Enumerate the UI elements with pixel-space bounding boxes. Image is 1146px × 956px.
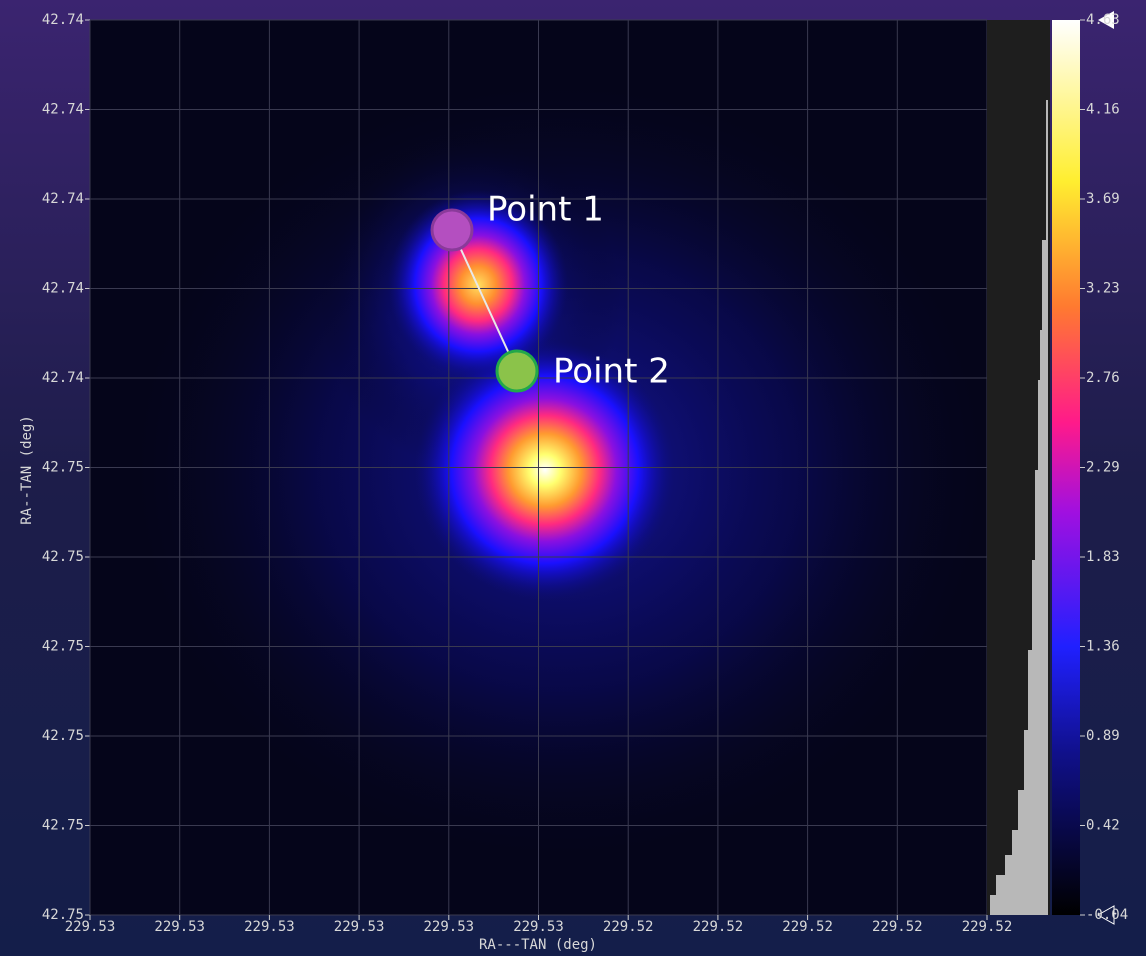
colorbar	[1052, 20, 1080, 915]
max-handle[interactable]	[1098, 11, 1114, 29]
y-tick-label: 42.75	[42, 907, 84, 923]
y-tick-label: 42.75	[42, 728, 84, 744]
grid	[85, 19, 988, 920]
histogram	[990, 100, 1048, 915]
x-tick-label: 229.53	[244, 919, 295, 935]
colorbar-tick-label: 4.63	[1086, 12, 1120, 28]
source	[415, 340, 675, 600]
colorbar-tick-label: 0.89	[1086, 728, 1120, 744]
point-marker[interactable]	[430, 208, 474, 252]
x-tick-label: 229.52	[872, 919, 923, 935]
colorbar-tick-label: 1.36	[1086, 639, 1120, 655]
min-handle[interactable]	[1096, 905, 1115, 925]
point-label: Point 2	[553, 352, 670, 392]
colorbar-tick-label: 4.16	[1086, 102, 1120, 118]
x-tick-label: 229.52	[603, 919, 654, 935]
x-tick-label: 229.52	[782, 919, 833, 935]
y-tick-label: 42.74	[42, 370, 84, 386]
colorbar-tick-label: 0.42	[1086, 818, 1120, 834]
colorbar-tick-label: 1.83	[1086, 549, 1120, 565]
colorbar-tick-label: 3.69	[1086, 191, 1120, 207]
x-axis-title: RA---TAN (deg)	[479, 937, 597, 953]
x-tick-label: 229.53	[154, 919, 205, 935]
x-tick-label: 229.53	[65, 919, 116, 935]
y-tick-label: 42.75	[42, 549, 84, 565]
colorbar-tick-label: -0.04	[1086, 907, 1128, 923]
y-axis-title: RA--TAN (deg)	[19, 415, 35, 525]
y-tick-label: 42.75	[42, 639, 84, 655]
y-tick-label: 42.74	[42, 281, 84, 297]
y-tick-label: 42.75	[42, 818, 84, 834]
colorbar-tick-label: 3.23	[1086, 281, 1120, 297]
x-tick-label: 229.52	[962, 919, 1013, 935]
x-tick-label: 229.53	[513, 919, 564, 935]
y-tick-label: 42.75	[42, 460, 84, 476]
y-tick-label: 42.74	[42, 102, 84, 118]
colorbar-tick-label: 2.29	[1086, 460, 1120, 476]
point-label: Point 1	[487, 190, 604, 230]
colorbar-tick-label: 2.76	[1086, 370, 1120, 386]
y-tick-label: 42.74	[42, 191, 84, 207]
x-tick-label: 229.52	[693, 919, 744, 935]
measure-line	[451, 229, 518, 372]
y-tick-label: 42.74	[42, 12, 84, 28]
x-tick-label: 229.53	[424, 919, 475, 935]
x-tick-label: 229.53	[334, 919, 385, 935]
point-marker[interactable]	[495, 349, 539, 393]
